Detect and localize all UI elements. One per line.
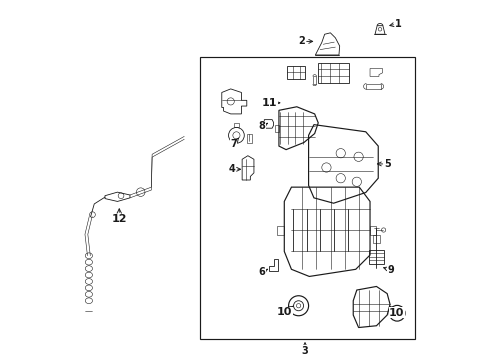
- Bar: [260, 122, 264, 126]
- Bar: [200, 57, 415, 339]
- Bar: [234, 123, 239, 127]
- Text: 12: 12: [112, 209, 127, 224]
- Text: 1: 1: [390, 18, 402, 28]
- Text: 2: 2: [298, 36, 313, 46]
- Bar: [247, 134, 252, 143]
- Text: 9: 9: [384, 265, 394, 275]
- Text: 7: 7: [230, 138, 239, 149]
- Text: 6: 6: [259, 267, 268, 277]
- Bar: [318, 63, 348, 83]
- Text: 3: 3: [302, 343, 308, 356]
- Text: 10: 10: [389, 306, 405, 318]
- Text: 10: 10: [277, 306, 294, 317]
- Text: 5: 5: [377, 159, 391, 169]
- Text: 4: 4: [229, 164, 241, 174]
- Text: 11: 11: [262, 98, 280, 108]
- Bar: [287, 66, 305, 79]
- Text: 8: 8: [259, 121, 268, 131]
